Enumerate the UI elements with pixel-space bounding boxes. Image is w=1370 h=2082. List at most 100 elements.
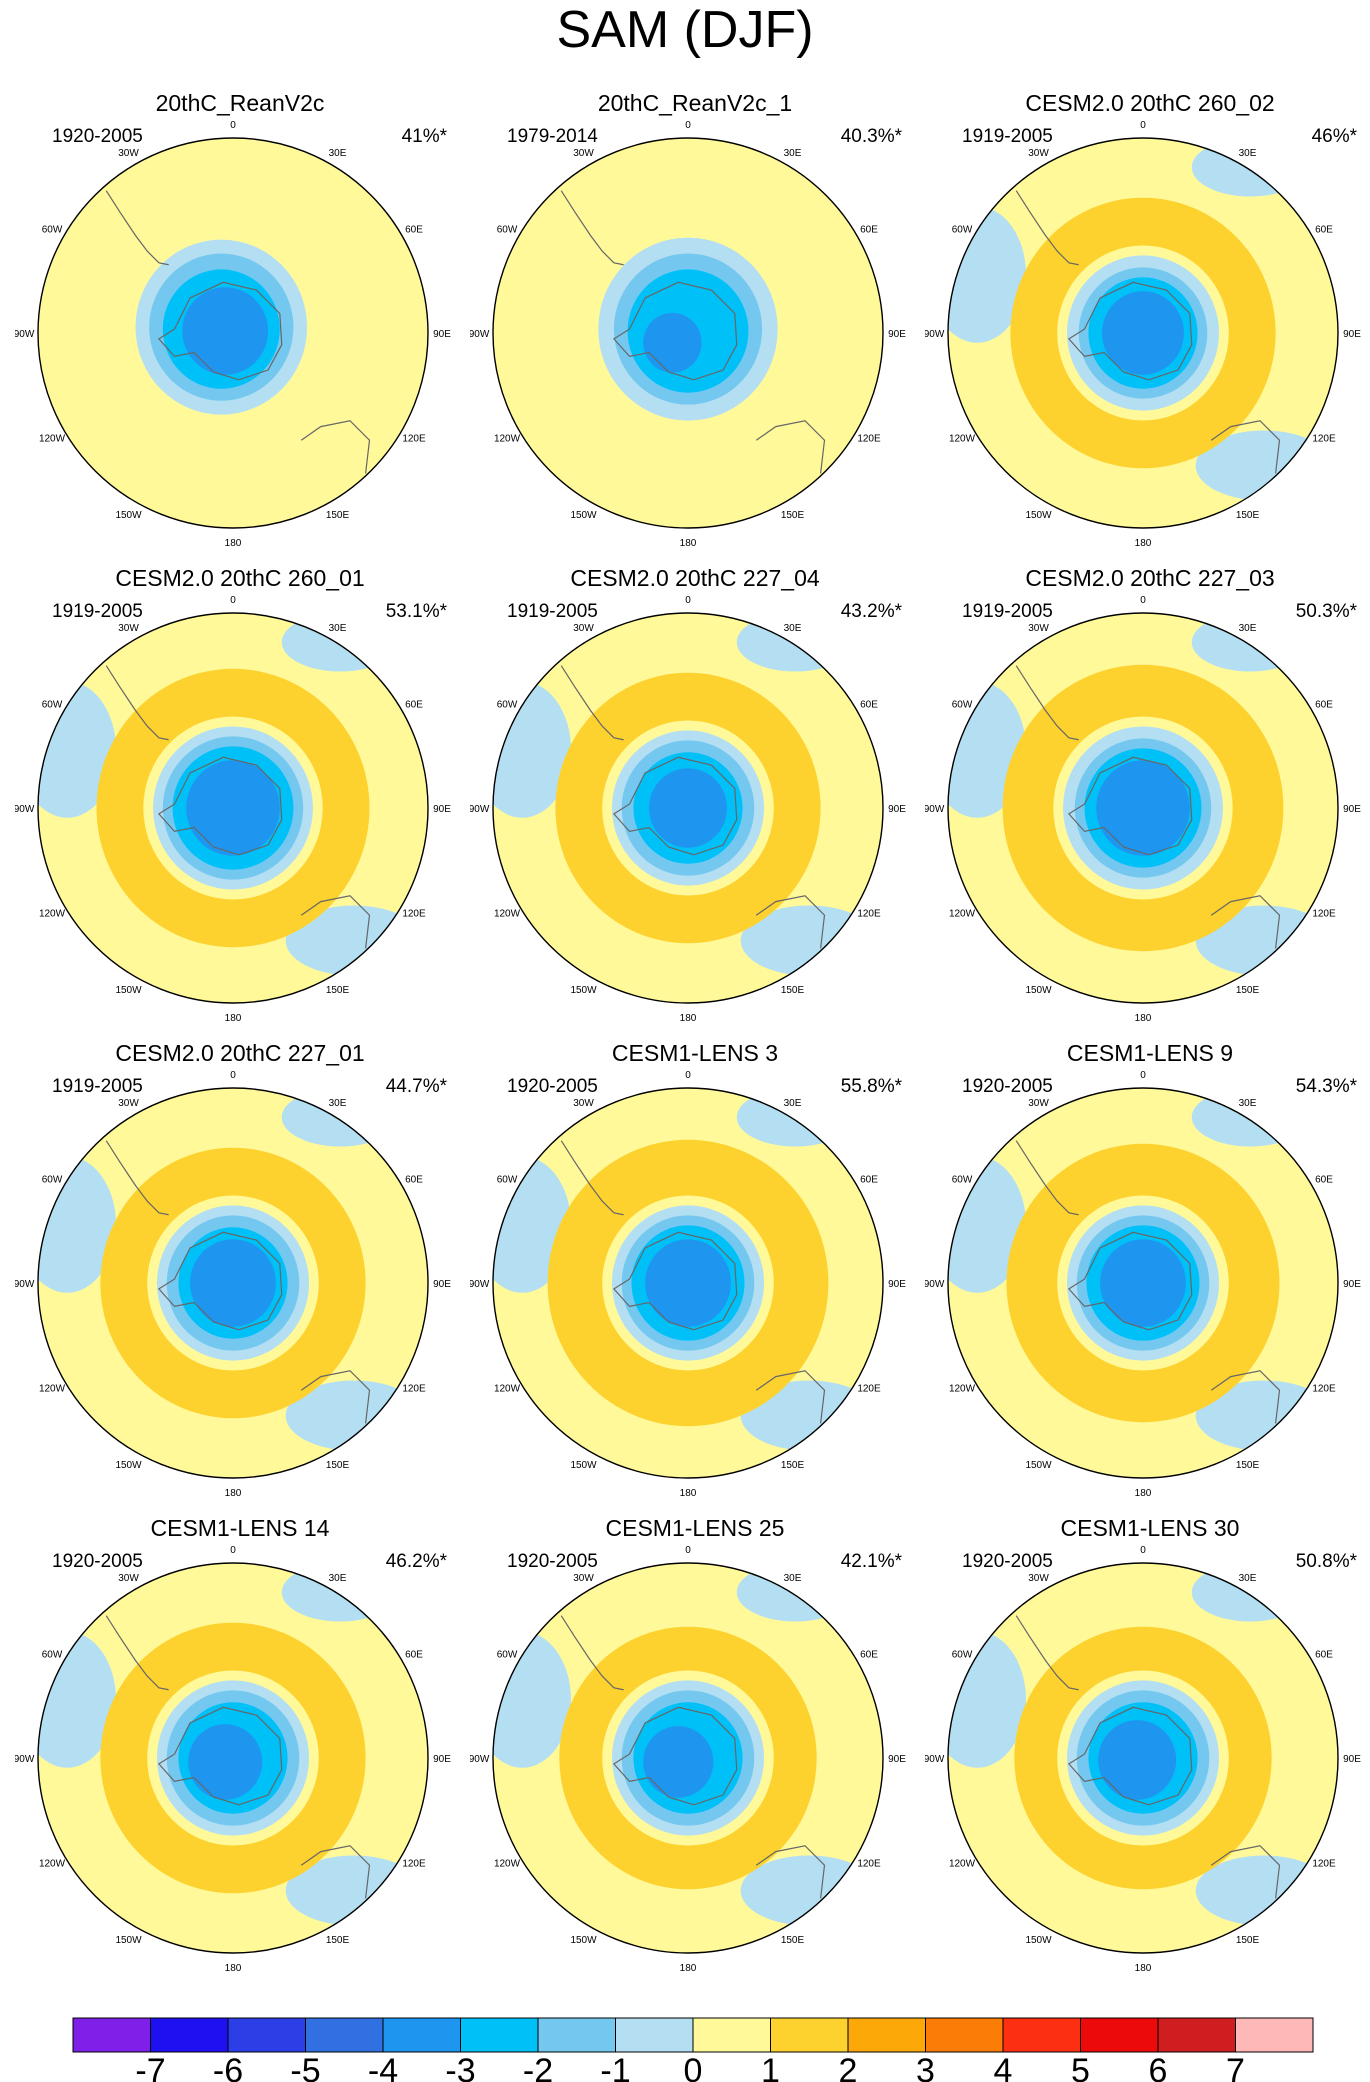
- colorbar-tick-label: 6: [1149, 2052, 1168, 2082]
- panel-title: CESM2.0 20thC 260_01: [115, 565, 365, 591]
- map-border: [492, 1562, 884, 1954]
- longitude-label: 60E: [1315, 700, 1333, 711]
- longitude-label: 180: [1135, 538, 1152, 548]
- south-america-coastline: [1015, 665, 1079, 741]
- longitude-label: 120W: [494, 434, 521, 445]
- longitude-label: 180: [680, 1013, 697, 1023]
- map-panel: CESM2.0 20thC 260_01 1919-2005 53.1%* 0 30E 6…: [15, 563, 465, 1023]
- longitude-label: 60E: [405, 1175, 423, 1186]
- australia-coastline: [755, 1370, 826, 1424]
- longitude-label: 180: [680, 1963, 697, 1973]
- longitude-label: 120W: [949, 1384, 976, 1395]
- south-america-coastline: [1015, 1615, 1079, 1691]
- longitude-label: 60W: [42, 1175, 63, 1186]
- longitude-label: 90E: [888, 1279, 906, 1290]
- longitude-label: 30E: [1239, 148, 1257, 159]
- south-america-coastline: [1015, 190, 1079, 266]
- longitude-label: 60W: [42, 225, 63, 236]
- longitude-label: 60W: [952, 1175, 973, 1186]
- longitude-label: 120E: [857, 1859, 881, 1870]
- longitude-label: 30E: [784, 148, 802, 159]
- antarctica-coastline: [612, 1231, 738, 1331]
- panel-period: 1979-2014: [507, 126, 598, 147]
- longitude-label: 30E: [329, 1573, 347, 1584]
- panel-title: CESM1-LENS 14: [150, 1515, 330, 1541]
- longitude-label: 90E: [1343, 1279, 1361, 1290]
- longitude-label: 60E: [405, 225, 423, 236]
- longitude-label: 90W: [925, 329, 945, 340]
- map-panel: CESM1-LENS 3 1920-2005 55.8%* 0 30E 60E 90E 120…: [470, 1038, 920, 1498]
- longitude-label: 150W: [115, 510, 142, 521]
- australia-coastline: [300, 1370, 371, 1424]
- colorbar-swatch: [1002, 2017, 1081, 2053]
- longitude-label: 150W: [570, 1935, 597, 1946]
- panel-period: 1919-2005: [962, 126, 1053, 147]
- contour-fill--1: [1191, 138, 1309, 197]
- antarctica-coastline: [1067, 756, 1193, 856]
- panel-title: CESM1-LENS 25: [605, 1515, 785, 1541]
- longitude-label: 60E: [860, 700, 878, 711]
- polar-map: 0 30E 60E 90E 120E 150E 180 150W 120W 90W 60W 30W: [15, 595, 451, 1023]
- longitude-label: 150W: [115, 985, 142, 996]
- map-panel: CESM1-LENS 9 1920-2005 54.3%* 0 30E 60E 90E 120…: [925, 1038, 1370, 1498]
- map-border: [37, 137, 429, 529]
- south-america-coastline: [560, 665, 624, 741]
- contour-fill--4: [1096, 760, 1190, 856]
- longitude-label: 60W: [497, 1175, 518, 1186]
- longitude-label: 30W: [573, 1098, 594, 1109]
- map-panel: CESM1-LENS 25 1920-2005 42.1%* 0 30E 60E 90E 12…: [470, 1513, 920, 1973]
- colorbar-swatch: [305, 2017, 384, 2053]
- longitude-label: 30E: [784, 623, 802, 634]
- longitude-label: 150E: [1236, 985, 1260, 996]
- longitude-label: 150E: [1236, 1935, 1260, 1946]
- contour-fill--4: [186, 760, 280, 856]
- longitude-label: 120W: [39, 909, 66, 920]
- colorbar-swatch: [1080, 2017, 1159, 2053]
- australia-coastline: [755, 895, 826, 949]
- panel-period: 1920-2005: [52, 126, 143, 147]
- panel-variance: 41%*: [401, 126, 447, 147]
- longitude-label: 30E: [329, 148, 347, 159]
- antarctica-coastline: [157, 1231, 283, 1331]
- south-america-coastline: [560, 1140, 624, 1216]
- contour-fill--1: [736, 1563, 854, 1622]
- map-border: [947, 137, 1339, 529]
- longitude-label: 60W: [952, 225, 973, 236]
- antarctica-coastline: [1067, 1706, 1193, 1806]
- longitude-label: 0: [230, 1545, 236, 1556]
- longitude-label: 90E: [1343, 1754, 1361, 1765]
- longitude-label: 120E: [857, 434, 881, 445]
- polar-map: 0 30E 60E 90E 120E 150E 180 150W 120W 90W 60W 30W: [470, 1545, 906, 1973]
- colorbar-swatch: [770, 2017, 849, 2053]
- panel-variance: 50.8%*: [1295, 1551, 1357, 1572]
- longitude-label: 120E: [1312, 909, 1336, 920]
- longitude-label: 30W: [573, 1573, 594, 1584]
- longitude-label: 0: [685, 120, 691, 131]
- longitude-label: 150W: [570, 985, 597, 996]
- map-border: [492, 137, 884, 529]
- longitude-label: 90W: [925, 804, 945, 815]
- longitude-label: 60E: [1315, 1650, 1333, 1661]
- longitude-label: 0: [1140, 595, 1146, 606]
- colorbar-tick-label: -5: [290, 2052, 320, 2082]
- longitude-label: 90W: [15, 1279, 35, 1290]
- antarctica-coastline: [157, 281, 283, 381]
- map-panel: CESM2.0 20thC 227_01 1919-2005 44.7%* 0 30E 6…: [15, 1038, 465, 1498]
- colorbar-tick-label: 4: [994, 2052, 1013, 2082]
- map-border: [37, 1562, 429, 1954]
- contour-fill--4: [645, 1239, 731, 1327]
- colorbar-tick-label: 3: [916, 2052, 935, 2082]
- longitude-label: 150W: [570, 510, 597, 521]
- polar-map: 0 30E 60E 90E 120E 150E 180 150W 120W 90W 60W 30W: [925, 1545, 1361, 1973]
- panel-period: 1920-2005: [507, 1551, 598, 1572]
- panel-title: CESM2.0 20thC 227_01: [115, 1040, 365, 1066]
- longitude-label: 90W: [470, 329, 490, 340]
- longitude-label: 0: [1140, 120, 1146, 131]
- longitude-label: 90E: [433, 1754, 451, 1765]
- colorbar-tick-label: -1: [600, 2052, 630, 2082]
- longitude-label: 150E: [326, 985, 350, 996]
- australia-coastline: [300, 895, 371, 949]
- longitude-label: 30W: [573, 148, 594, 159]
- longitude-label: 90W: [470, 1754, 490, 1765]
- longitude-label: 90E: [433, 804, 451, 815]
